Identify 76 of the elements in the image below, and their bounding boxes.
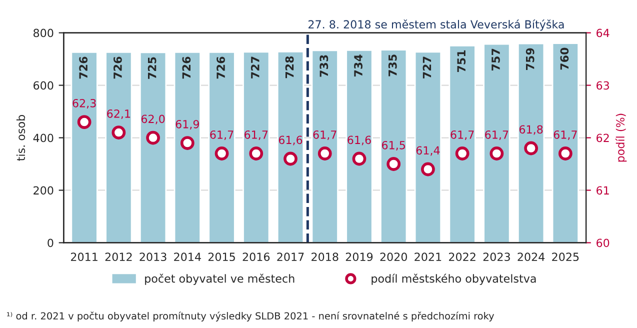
y2-axis-title: podíl (%)	[615, 114, 627, 162]
legend-label: podíl městského obyvatelstva	[372, 274, 536, 285]
data-label: 751	[457, 50, 466, 72]
x-tick-label: 2022	[449, 252, 476, 262]
data-label: 61,4	[416, 146, 440, 156]
data-label: 62,1	[107, 109, 130, 119]
point	[524, 141, 538, 156]
data-label: 61,7	[313, 130, 336, 140]
point	[352, 152, 366, 166]
x-tick-label: 2015	[208, 252, 235, 262]
x-tick-label: 2014	[174, 252, 201, 262]
x-tick-label: 2016	[242, 252, 270, 262]
data-label: 728	[285, 56, 294, 78]
x-tick-label: 2018	[312, 252, 338, 262]
y2-tick-label: 64	[596, 28, 610, 38]
point	[180, 136, 194, 150]
text: ¹⁾ od r. 2021 v počtu obyvatel promítnuty výsledky SLDB 2021 - není srovnatelné s předchozími roky	[7, 312, 494, 322]
data-label: 726	[114, 56, 122, 79]
point	[146, 130, 160, 145]
y2-tick-label: 62	[596, 134, 609, 142]
data-label: 759	[526, 48, 534, 70]
x-tick-label: 2023	[483, 252, 510, 262]
point	[214, 146, 229, 160]
data-label: 61,7	[554, 130, 577, 140]
x-tick-label: 2024	[518, 252, 545, 262]
ref-line-label: 27. 8. 2018 se městem stala Veverská Bítýška	[308, 20, 564, 31]
point	[558, 146, 572, 160]
x-tick-label: 2020	[380, 252, 407, 262]
data-label: 725	[148, 57, 156, 79]
x-tick-label: 2012	[105, 252, 132, 262]
point	[77, 115, 92, 129]
data-label: 61,7	[244, 130, 268, 140]
data-label: 735	[388, 54, 397, 76]
y-tick-label: 600	[34, 81, 54, 90]
data-label: 61,5	[382, 140, 405, 150]
y2-tick-label: 61	[596, 186, 609, 195]
data-label: 61,6	[348, 136, 371, 146]
point	[112, 126, 126, 140]
data-label: 734	[354, 54, 362, 77]
data-label: 727	[422, 56, 432, 78]
x-tick-label: 2021	[414, 252, 442, 262]
data-label: 61,7	[450, 130, 474, 140]
data-label: 61,7	[210, 130, 234, 140]
y-tick-label: 800	[34, 28, 54, 38]
data-label: 61,7	[485, 130, 508, 140]
point	[386, 157, 401, 171]
data-label: 757	[492, 48, 500, 70]
data-label: 733	[320, 55, 328, 77]
text: počet obyvatel ve městech	[145, 274, 294, 285]
data-label: 61,6	[278, 136, 302, 146]
y-tick-label: 400	[33, 134, 54, 142]
point	[490, 146, 504, 160]
x-tick-label: 2019	[346, 252, 373, 262]
y2-tick-label: 60	[596, 238, 610, 248]
y2-tick-label: 63	[596, 81, 610, 90]
point	[455, 146, 470, 160]
data-label: 62,0	[141, 114, 165, 124]
data-label: 726	[79, 56, 88, 79]
data-label: 727	[250, 56, 260, 78]
data-label: 726	[182, 56, 191, 79]
y-axis-title: tis. osob	[16, 115, 26, 161]
x-tick-label: 2011	[70, 252, 98, 262]
y-tick-label: 200	[34, 186, 54, 195]
data-label: 61,9	[176, 120, 199, 130]
x-tick-label: 2013	[140, 252, 166, 262]
data-label: 726	[216, 56, 225, 79]
point	[249, 146, 264, 160]
y-tick-label: 0	[48, 238, 54, 248]
point	[284, 152, 298, 166]
data-label: 61,8	[519, 125, 543, 135]
data-label: 760	[560, 48, 569, 70]
data-label: 62,3	[72, 98, 96, 108]
point	[318, 146, 332, 160]
point	[421, 162, 435, 176]
x-tick-label: 2025	[552, 252, 579, 262]
x-tick-label: 2017	[277, 252, 304, 262]
